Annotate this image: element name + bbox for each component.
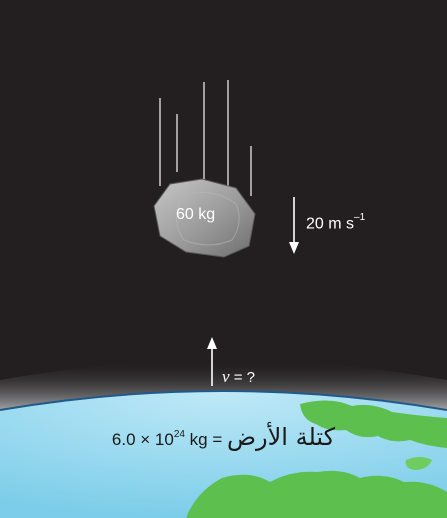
- earth-mass-exponent: 24: [173, 428, 185, 440]
- earth-mass-arabic: كتلة الأرض: [227, 423, 336, 451]
- earth-mass-number: 6.0 × 10: [111, 430, 174, 449]
- meteor-velocity-arrow: [289, 197, 299, 254]
- meteor-rock: [153, 178, 256, 258]
- earth-mass-label: 6.0 × 1024 kg = كتلة الأرض: [0, 423, 447, 451]
- meteor-speed-value: 20 m s: [306, 215, 355, 233]
- land-island: [405, 457, 432, 470]
- land-top-right: [300, 400, 447, 448]
- meteor-speed-label: 20 m s–1: [306, 212, 366, 233]
- earth-velocity-label: v = ?: [222, 367, 255, 387]
- motion-lines: [159, 80, 252, 196]
- earth-mass-unit: kg: [184, 430, 208, 449]
- meteor-mass-label: 60 kg: [176, 206, 216, 223]
- land-bottom: [186, 470, 447, 518]
- earth-velocity-arrow: [207, 337, 217, 386]
- horizon-line: [0, 390, 447, 411]
- meteor-speed-exponent: –1: [354, 212, 366, 223]
- velocity-symbol: v: [222, 367, 230, 386]
- velocity-unknown: = ?: [229, 369, 255, 386]
- earth-mass-equals: =: [207, 430, 228, 449]
